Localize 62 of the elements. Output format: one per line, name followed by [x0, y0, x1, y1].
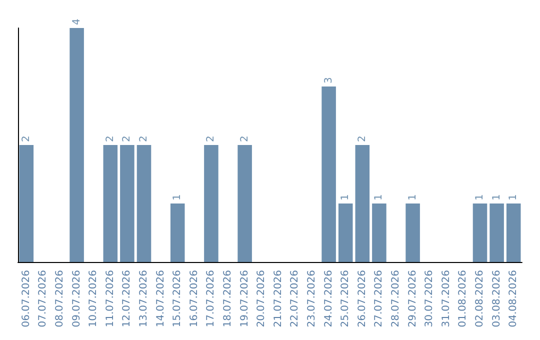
bar [238, 145, 252, 262]
x-tick-label: 08.07.2026 [54, 270, 66, 328]
x-tick-label: 23.07.2026 [306, 270, 318, 328]
bar [490, 204, 504, 262]
bar [136, 145, 152, 262]
x-tick-label: 11.07.2026 [104, 270, 116, 328]
bar [472, 204, 488, 262]
x-tick-label: 14.07.2026 [155, 270, 166, 328]
x-tick-label: 16.07.2026 [188, 270, 200, 328]
bar [338, 204, 353, 262]
bar [103, 145, 118, 262]
data-label: 1 [374, 194, 385, 200]
data-label: 2 [356, 136, 368, 142]
data-label: 2 [20, 136, 32, 142]
data-label: 1 [340, 194, 352, 200]
data-label: 3 [323, 77, 334, 84]
data-label: 1 [508, 194, 520, 200]
x-tick-label: 30.07.2026 [424, 270, 436, 328]
x-tick-label: 21.07.2026 [272, 270, 284, 328]
bar [372, 204, 386, 262]
x-tick-label: 09.07.2026 [71, 270, 82, 328]
x-tick-label: 18.07.2026 [222, 270, 234, 328]
bar [19, 145, 34, 262]
bar [322, 86, 336, 262]
data-label: 2 [138, 136, 150, 142]
data-label: 2 [239, 136, 250, 142]
x-tick-label: 07.07.2026 [38, 270, 49, 328]
bar [70, 28, 84, 262]
bar [204, 145, 218, 262]
data-label: 2 [104, 136, 116, 142]
x-tick-label: 17.07.2026 [206, 270, 217, 328]
x-tick-label: 27.07.2026 [374, 270, 385, 328]
data-label: 1 [172, 194, 184, 200]
data-label: 1 [407, 194, 418, 200]
data-label: 1 [491, 194, 502, 200]
x-tick-label: 28.07.2026 [390, 270, 402, 328]
data-label: 2 [122, 136, 133, 142]
x-tick-label: 31.07.2026 [440, 270, 452, 328]
bar [170, 204, 185, 262]
x-tick-label: 10.07.2026 [88, 270, 100, 328]
x-tick-label: 24.07.2026 [323, 270, 334, 328]
data-label: 2 [206, 136, 217, 142]
x-tick-label: 29.07.2026 [407, 270, 418, 328]
data-label: 1 [474, 194, 486, 200]
x-tick-label: 06.07.2026 [20, 270, 32, 328]
x-tick-label: 04.08.2026 [508, 270, 520, 328]
x-tick-label: 20.07.2026 [256, 270, 268, 328]
bar [506, 204, 521, 262]
x-tick-label: 22.07.2026 [290, 270, 301, 328]
bar [355, 145, 370, 262]
x-tick-label: 15.07.2026 [172, 270, 184, 328]
x-tick-label: 03.08.2026 [491, 270, 502, 328]
x-tick-label: 01.08.2026 [458, 270, 469, 328]
bar [120, 145, 134, 262]
x-tick-label: 02.08.2026 [474, 270, 486, 328]
bar [406, 204, 420, 262]
x-tick-label: 25.07.2026 [340, 270, 352, 328]
x-tick-label: 26.07.2026 [356, 270, 368, 328]
data-label: 4 [71, 18, 82, 25]
x-tick-label: 19.07.2026 [239, 270, 250, 328]
x-tick-label: 12.07.2026 [122, 270, 133, 328]
x-tick-label: 13.07.2026 [138, 270, 150, 328]
